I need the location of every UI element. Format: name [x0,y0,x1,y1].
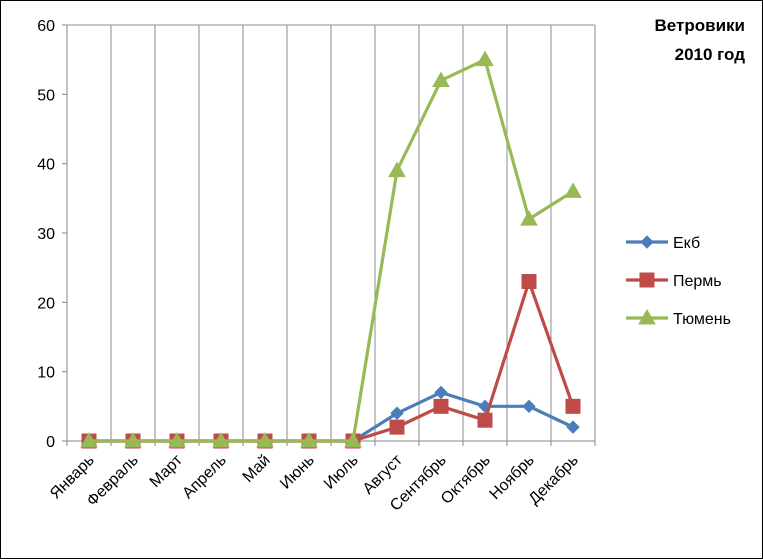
data-point-series-2 [433,398,449,414]
y-tick-label: 50 [37,87,55,104]
y-tick-label: 10 [37,365,55,382]
x-tick-label: Май [240,452,274,486]
y-tick-label: 30 [37,226,55,243]
chart-title: Ветровики 2010 год [655,16,746,64]
legend-label-2: Пермь [673,273,722,290]
legend-marker-2 [639,272,655,288]
legend-marker-3 [638,308,656,325]
x-tick-label: Октябрь [438,452,494,508]
legend: Екб Пермь Тюмень [626,235,731,328]
data-point-series-1 [566,420,580,434]
data-point-series-2 [389,419,405,435]
data-point-series-2 [477,412,493,428]
data-point-series-3 [212,431,230,448]
x-tick-label: Июль [321,452,362,493]
x-tick-label: Апрель [179,452,229,502]
series-line-3 [89,58,574,443]
data-point-series-1 [434,385,448,400]
data-point-series-3 [520,210,538,226]
chart-title-line-1: Ветровики [655,16,745,35]
x-tick-label: Июнь [277,452,318,493]
data-point-series-3 [344,431,362,448]
data-point-series-1 [390,406,404,420]
y-tick-label: 20 [37,295,55,312]
data-point-series-3 [256,431,274,448]
data-point-series-3 [80,431,98,448]
legend-label-1: Екб [673,235,700,252]
legend-label-3: Тюмень [673,311,731,328]
data-point-series-3 [564,182,582,198]
y-tick-label: 0 [46,434,55,451]
data-point-series-3 [300,431,318,448]
grid-layer [67,24,596,441]
data-point-series-3 [476,50,494,67]
data-point-series-1 [522,399,536,414]
legend-marker-1 [640,235,654,249]
data-point-series-3 [432,71,450,87]
data-point-series-3 [168,431,186,448]
x-tick-label: Март [147,451,187,491]
axis-layer [62,24,596,446]
chart-title-line-2: 2010 год [675,45,746,64]
data-point-series-2 [521,274,537,290]
data-point-series-2 [565,398,581,414]
y-tick-label: 40 [37,157,55,174]
data-point-series-3 [124,431,142,448]
series-layer [80,50,582,449]
data-point-series-3 [388,161,406,178]
y-tick-label: 60 [37,18,55,35]
